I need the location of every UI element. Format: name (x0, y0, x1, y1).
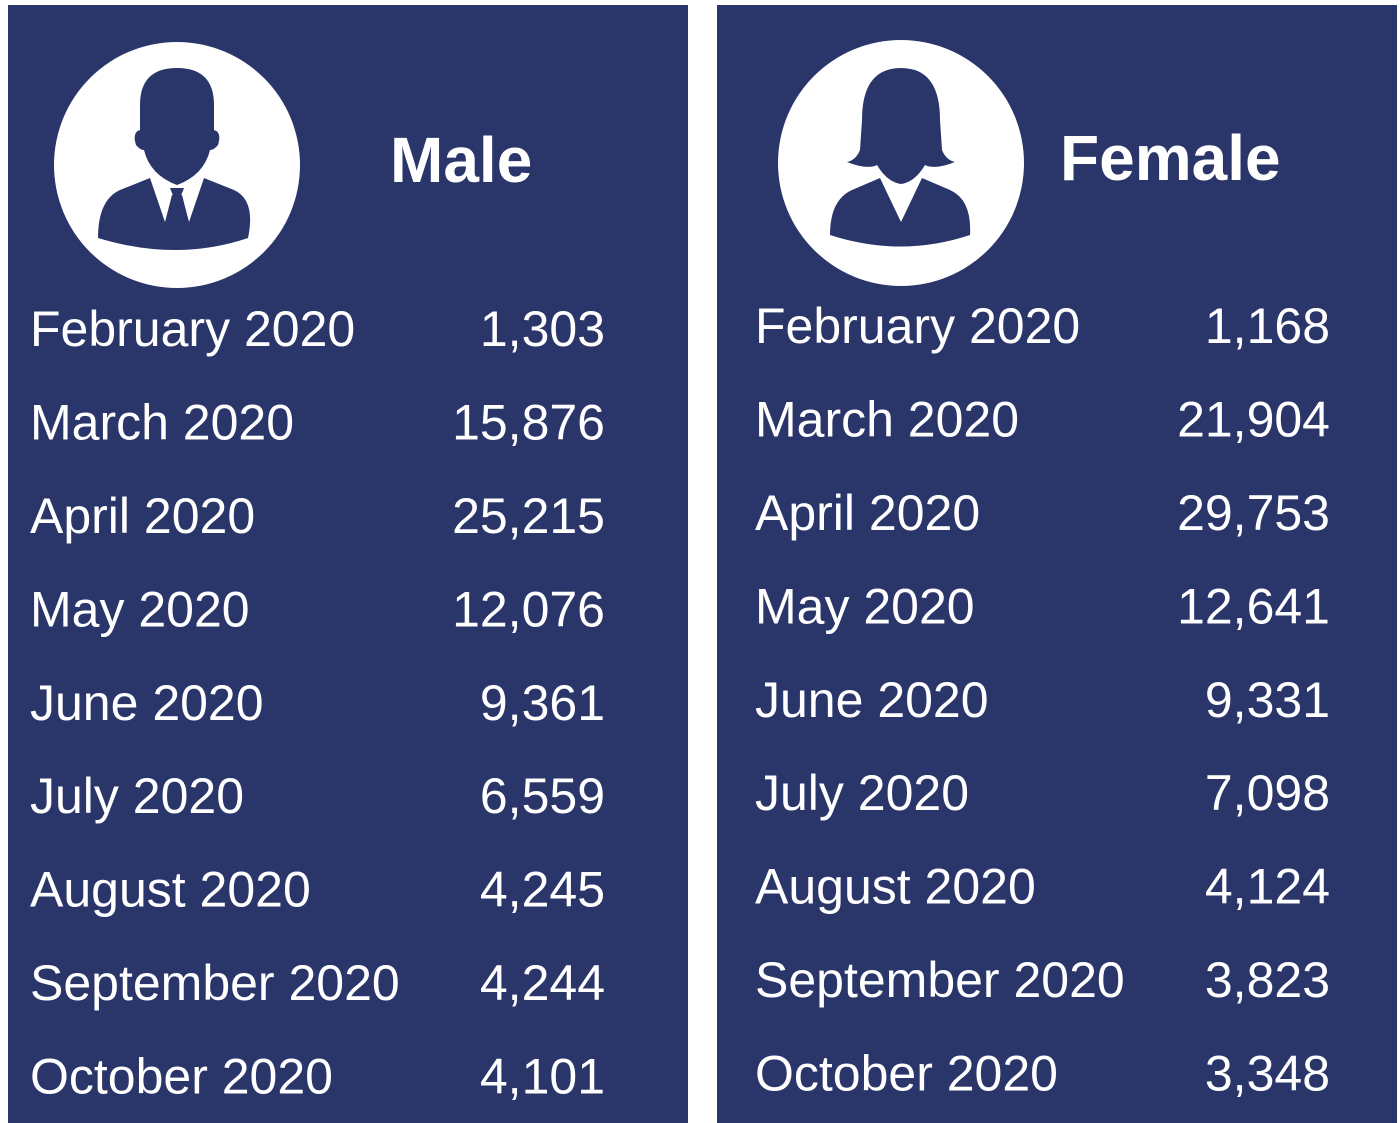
month-label: March 2020 (30, 395, 294, 451)
month-label: February 2020 (30, 301, 355, 357)
count-value: 3,823 (1205, 952, 1330, 1008)
panel-title: Female (1060, 122, 1281, 194)
month-label: May 2020 (30, 581, 250, 637)
month-label: August 2020 (755, 859, 1036, 915)
month-label: June 2020 (755, 672, 989, 728)
count-value: 12,076 (452, 581, 605, 637)
count-value: 9,361 (480, 675, 605, 731)
count-value: 15,876 (452, 395, 605, 451)
month-label: October 2020 (30, 1048, 333, 1104)
month-label: April 2020 (30, 488, 255, 544)
month-label: September 2020 (30, 955, 400, 1011)
female-icon (778, 40, 1024, 286)
count-value: 7,098 (1205, 765, 1330, 821)
panel-title: Male (390, 124, 532, 196)
month-label: July 2020 (755, 765, 969, 821)
count-value: 21,904 (1177, 392, 1330, 448)
count-value: 12,641 (1177, 578, 1330, 634)
count-value: 4,101 (480, 1048, 605, 1104)
month-label: February 2020 (755, 298, 1080, 354)
month-label: October 2020 (755, 1045, 1058, 1101)
count-value: 29,753 (1177, 485, 1330, 541)
count-value: 3,348 (1205, 1045, 1330, 1101)
count-value: 9,331 (1205, 672, 1330, 728)
count-value: 4,244 (480, 955, 605, 1011)
month-label: September 2020 (755, 952, 1125, 1008)
count-value: 4,245 (480, 862, 605, 918)
month-label: August 2020 (30, 862, 311, 918)
month-label: July 2020 (30, 768, 244, 824)
count-value: 25,215 (452, 488, 605, 544)
month-label: April 2020 (755, 485, 980, 541)
month-label: March 2020 (755, 392, 1019, 448)
count-value: 4,124 (1205, 859, 1330, 915)
month-label: June 2020 (30, 675, 264, 731)
male-icon (54, 42, 300, 288)
count-value: 6,559 (480, 768, 605, 824)
count-value: 1,303 (480, 301, 605, 357)
count-value: 1,168 (1205, 298, 1330, 354)
month-label: May 2020 (755, 578, 975, 634)
